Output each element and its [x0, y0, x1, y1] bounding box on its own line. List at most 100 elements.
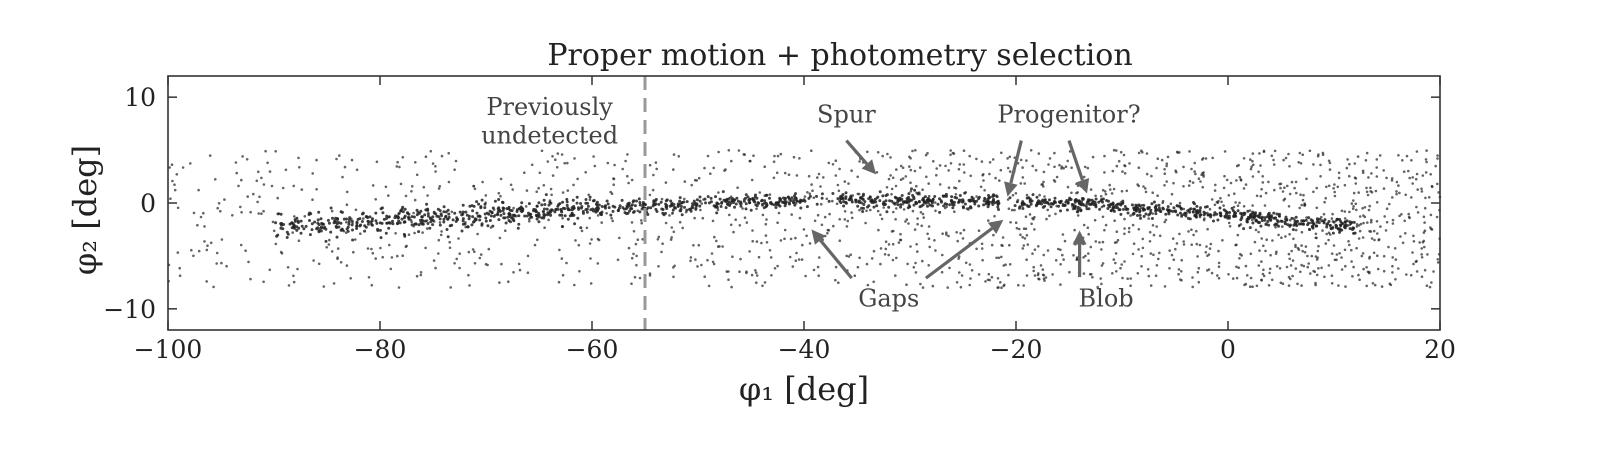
data-point — [909, 181, 912, 184]
data-point — [754, 269, 757, 272]
data-point — [745, 221, 749, 224]
data-point — [1041, 273, 1045, 277]
data-point — [1223, 150, 1227, 153]
stream-point — [275, 234, 279, 238]
stream-point — [582, 211, 585, 215]
data-point — [1129, 214, 1132, 217]
data-point — [168, 166, 171, 169]
data-point — [894, 184, 898, 188]
data-point — [588, 216, 591, 220]
stream-point — [579, 226, 583, 230]
data-point — [1402, 170, 1406, 173]
data-point — [1198, 243, 1202, 247]
data-point — [1257, 264, 1261, 267]
data-point — [835, 202, 839, 206]
data-point — [1314, 232, 1318, 236]
stream-point — [982, 199, 986, 203]
data-point — [1177, 272, 1180, 276]
stream-point — [464, 210, 468, 214]
data-point — [932, 160, 935, 163]
stream-point — [790, 196, 794, 200]
data-point — [847, 255, 851, 258]
data-point — [922, 216, 925, 219]
data-point — [1423, 206, 1427, 210]
data-point — [1364, 159, 1368, 162]
data-point — [1196, 255, 1199, 258]
data-point — [849, 253, 852, 256]
data-point — [507, 280, 510, 284]
stream-point — [403, 234, 407, 237]
data-point — [297, 239, 301, 242]
data-point — [1236, 233, 1240, 237]
data-point — [1073, 228, 1076, 232]
stream-point — [744, 193, 748, 197]
stream-point — [317, 229, 321, 232]
data-point — [797, 258, 801, 261]
stream-point — [815, 194, 818, 198]
stream-point — [1202, 213, 1206, 217]
data-point — [1191, 181, 1195, 184]
stream-point — [397, 212, 401, 216]
stream-point — [461, 219, 465, 223]
data-point — [894, 274, 897, 277]
data-point — [212, 285, 215, 289]
data-point — [1032, 269, 1035, 273]
stream-point — [310, 228, 314, 232]
stream-point — [1092, 203, 1096, 207]
data-point — [1411, 176, 1414, 179]
data-point — [1033, 228, 1036, 231]
data-point — [1295, 191, 1298, 195]
data-point — [755, 207, 758, 211]
stream-point — [698, 195, 702, 199]
data-point — [640, 219, 643, 222]
data-point — [1123, 217, 1126, 221]
data-point — [693, 216, 696, 220]
data-point — [999, 281, 1002, 284]
data-point — [359, 232, 362, 235]
data-point — [1033, 274, 1037, 277]
data-point — [886, 152, 889, 156]
data-point — [1146, 268, 1150, 271]
data-point — [1244, 183, 1248, 186]
data-point — [627, 246, 631, 250]
data-point — [953, 186, 956, 189]
data-point — [1405, 154, 1409, 158]
stream-point — [638, 201, 642, 204]
stream-point — [1232, 215, 1236, 218]
data-point — [1288, 218, 1292, 222]
data-point — [891, 258, 895, 262]
data-point — [760, 241, 763, 245]
data-point — [419, 273, 423, 277]
stream-point — [285, 230, 289, 234]
annotation-label: Blob — [1079, 285, 1134, 313]
data-point — [807, 174, 811, 178]
data-point — [606, 161, 610, 165]
data-point — [612, 183, 615, 186]
data-point — [1378, 154, 1382, 157]
stream-point — [917, 200, 921, 204]
stream-point — [1080, 203, 1084, 207]
data-point — [1391, 218, 1395, 222]
data-point — [1007, 273, 1010, 277]
data-point — [472, 184, 476, 188]
data-point — [1400, 213, 1403, 216]
stream-point — [417, 230, 421, 234]
data-point — [1287, 275, 1291, 279]
data-point — [437, 238, 441, 242]
data-point — [286, 266, 290, 269]
data-point — [1199, 180, 1202, 183]
data-point — [664, 181, 668, 184]
data-point — [1385, 176, 1388, 180]
data-point — [538, 171, 542, 175]
data-point — [962, 163, 966, 166]
stream-point — [497, 218, 501, 222]
data-point — [711, 219, 715, 223]
data-point — [1191, 276, 1194, 279]
stream-point — [415, 213, 419, 217]
stream-point — [547, 203, 551, 207]
data-point — [1314, 255, 1318, 258]
data-point — [636, 238, 640, 241]
data-point — [1257, 230, 1260, 234]
stream-point — [1027, 196, 1031, 200]
data-point — [755, 274, 759, 277]
